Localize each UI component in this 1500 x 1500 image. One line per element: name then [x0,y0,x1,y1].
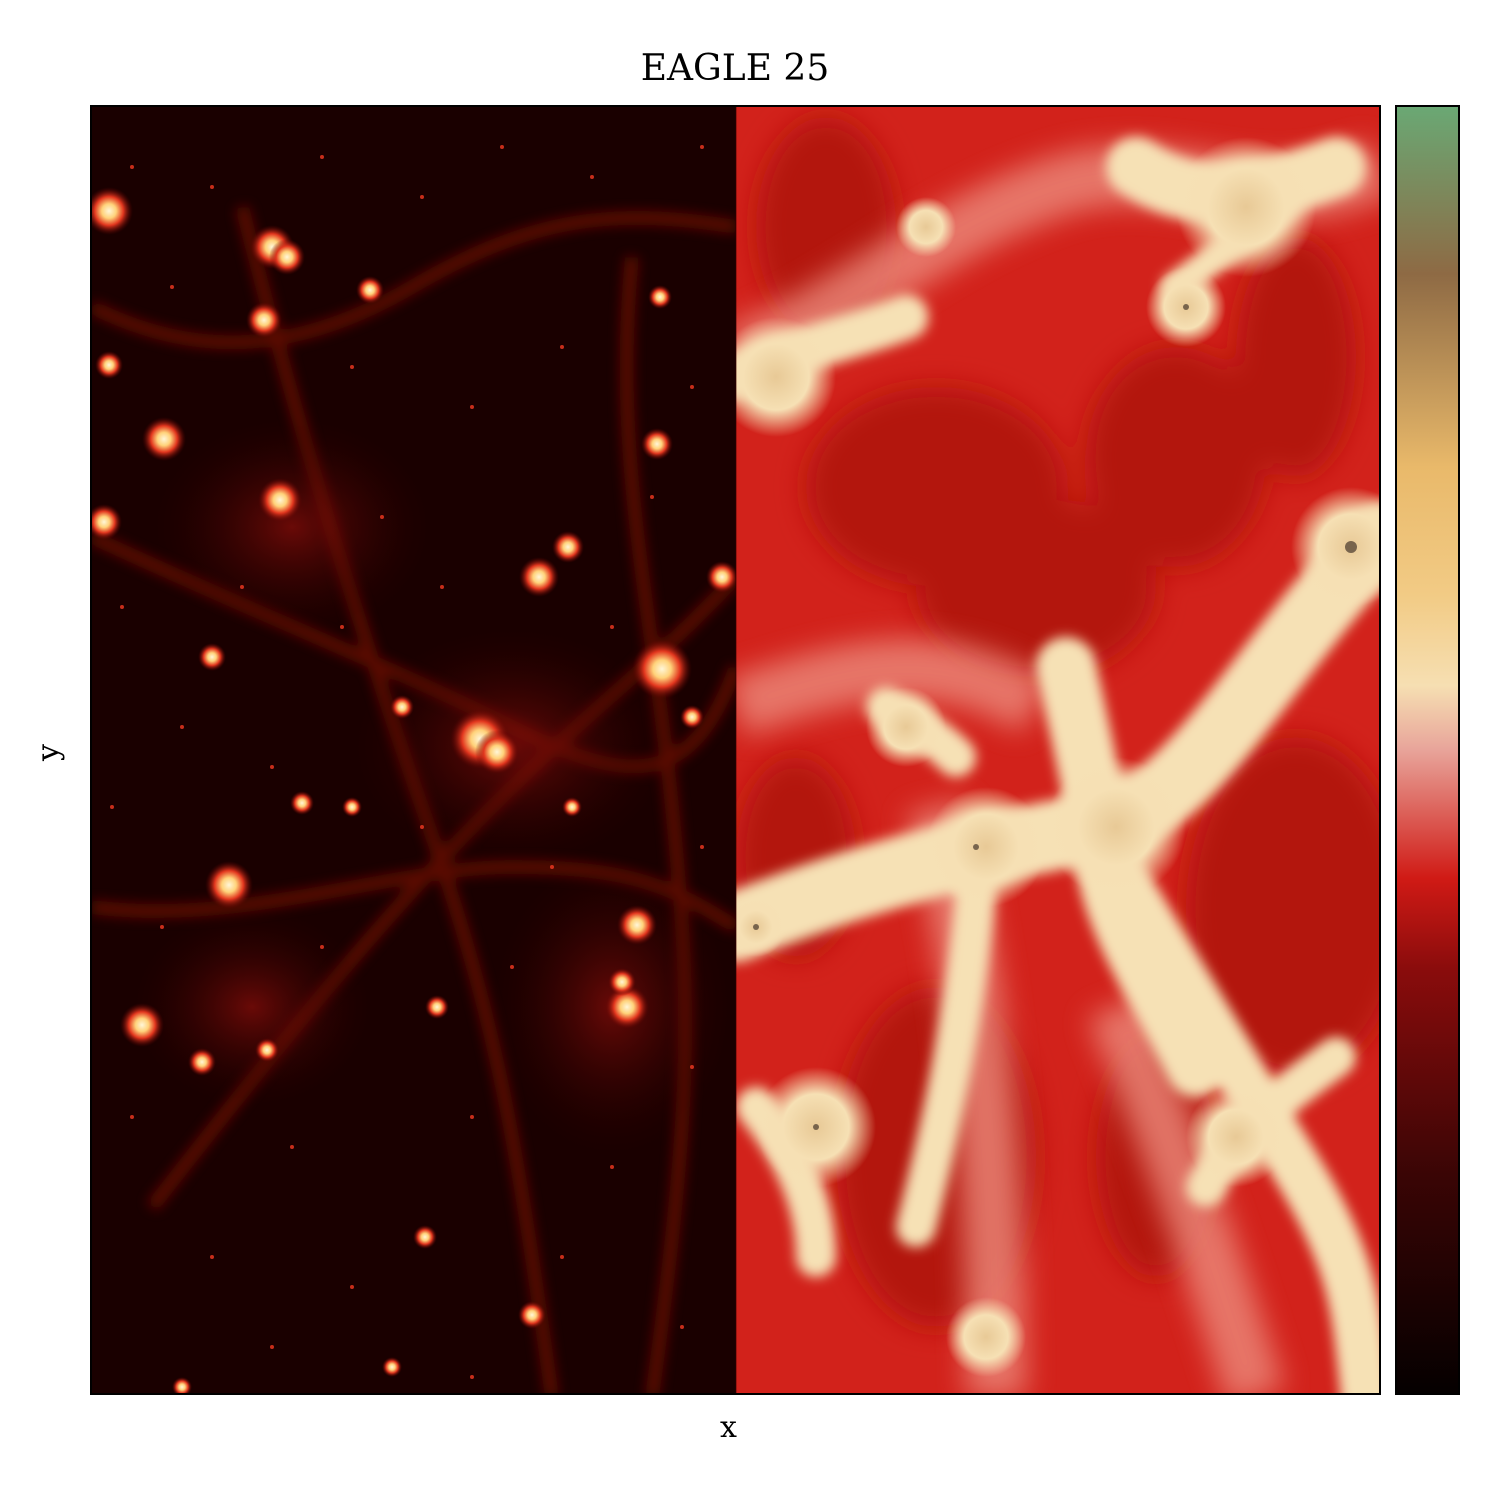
y-axis-label: y [30,744,66,761]
left-density-map [92,107,736,1393]
colorbar [1395,105,1460,1395]
right-density-map [736,107,1379,1393]
x-axis-label: x [720,1410,737,1445]
panel-divider [735,107,737,1393]
figure-title: EAGLE 25 [640,48,830,89]
plot-area [90,105,1381,1395]
